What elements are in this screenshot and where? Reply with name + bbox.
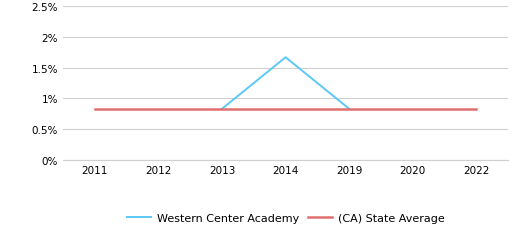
- (CA) State Average: [346, 108, 352, 111]
- Legend: Western Center Academy, (CA) State Average: Western Center Academy, (CA) State Avera…: [122, 209, 449, 228]
- Line: Western Center Academy: Western Center Academy: [222, 58, 349, 109]
- (CA) State Average: [155, 108, 161, 111]
- Western Center Academy: [346, 108, 352, 111]
- (CA) State Average: [410, 108, 416, 111]
- (CA) State Average: [92, 108, 98, 111]
- Western Center Academy: [282, 57, 289, 59]
- (CA) State Average: [282, 108, 289, 111]
- (CA) State Average: [473, 108, 479, 111]
- Western Center Academy: [219, 108, 225, 111]
- (CA) State Average: [219, 108, 225, 111]
